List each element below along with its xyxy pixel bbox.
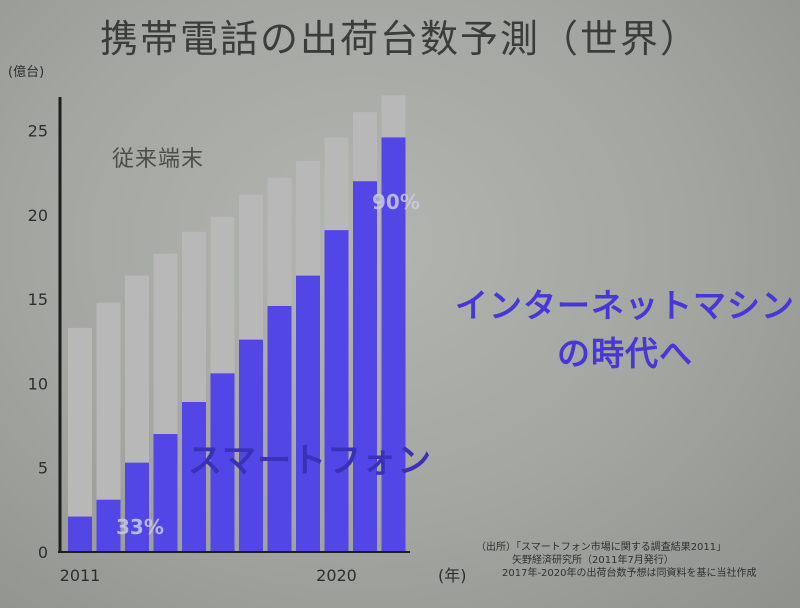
callout-line-2: の時代へ [557,334,693,373]
source-note: （出所）「スマートフォン市場に関する調査結果2011」 矢野経済研究所（2011… [476,541,757,580]
bar-legacy-2016 [210,216,235,374]
y-tick-label: 25 [28,122,48,141]
y-tick-label: 15 [28,290,48,309]
slide-title: 携帯電話の出荷台数予測（世界） [99,17,700,61]
bar-legacy-2021 [353,112,377,182]
bar-smartphone-2015 [182,402,206,552]
bar-legacy-2014 [153,253,178,435]
callout-line-1: インターネットマシン [455,286,795,325]
source-line-3: 2017年-2020年の出荷台数予想は同資料を基に当社作成 [502,568,757,579]
bar-legacy-2020 [324,137,349,231]
annotation-33-percent: 33% [116,515,164,539]
bar-legacy-2011 [68,327,92,517]
x-unit-label: (年) [438,566,467,585]
bar-smartphone-2012 [96,499,121,552]
y-tick-label: 10 [28,374,48,393]
bar-smartphone-2017 [239,339,263,552]
y-tick-label: 5 [38,459,48,478]
y-tick-label: 0 [38,543,48,562]
y-ticks-group: 0 5 10 15 20 25 [28,122,48,562]
source-line-2: 矢野経済研究所（2011年7月発行） [512,555,674,566]
bar-smartphone-2016 [210,373,235,552]
bar-smartphone-2018 [267,305,292,552]
bar-legacy-2012 [96,302,121,500]
bar-smartphone-2021 [353,181,377,552]
bar-legacy-2013 [125,275,149,463]
bar-smartphone-2014 [153,434,178,552]
bar-legacy-2015 [182,231,206,403]
bar-smartphone-2022 [381,137,406,552]
bars-group [68,95,406,552]
bar-smartphone-2019 [296,275,320,552]
bar-legacy-2018 [267,177,292,306]
bar-legacy-2017 [239,194,263,340]
bar-smartphone-2011 [68,516,92,552]
x-tick-label: 2020 [316,566,357,585]
smartphone-series-label: スマートフォン [188,441,432,481]
callout-text: インターネットマシン の時代へ [440,282,800,378]
x-ticks-group: 2011 2020 [60,566,357,585]
bar-smartphone-2020 [324,230,349,552]
legacy-series-label: 従来端末 [112,147,204,172]
bar-legacy-2019 [296,161,320,276]
bar-legacy-2022 [381,95,406,138]
x-tick-label: 2011 [60,566,101,585]
y-unit-label: (億台) [8,64,44,80]
bar-smartphone-2013 [125,462,149,552]
annotation-90-percent: 90% [372,190,420,214]
y-tick-label: 20 [28,206,48,225]
source-line-1: （出所）「スマートフォン市場に関する調査結果2011」 [476,542,727,553]
